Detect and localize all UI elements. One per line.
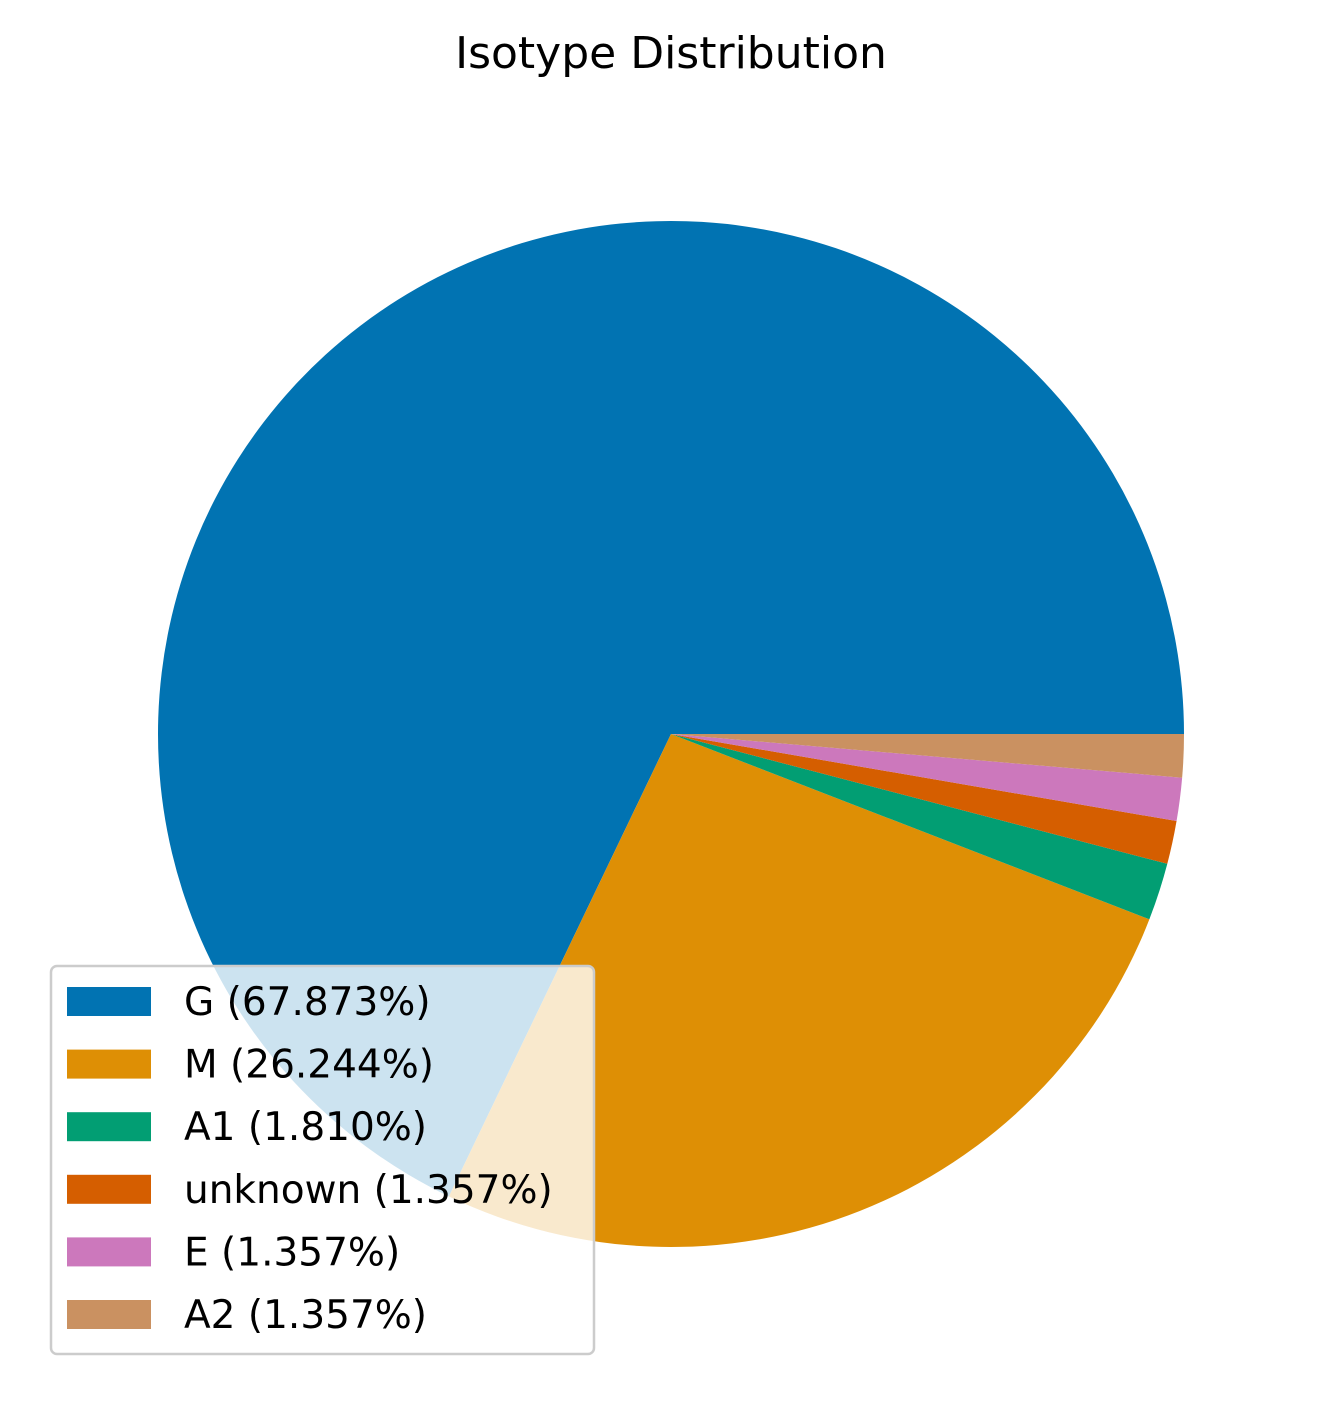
legend: G (67.873%) M (26.244%) A1 (1.810%) unknown…	[49, 964, 596, 1356]
legend-label-unknown: unknown (1.357%)	[184, 1168, 553, 1213]
legend-swatch-e	[67, 1237, 151, 1267]
legend-label-a2: A2 (1.357%)	[184, 1293, 427, 1338]
legend-label-e: E (1.357%)	[184, 1230, 400, 1275]
legend-swatch-a1	[67, 1112, 151, 1142]
legend-box	[49, 964, 596, 1356]
legend-swatch-g	[67, 987, 151, 1016]
pie-slice-a2	[671, 734, 1184, 778]
legend-label-a1: A1 (1.810%)	[184, 1105, 427, 1150]
pie-slices	[157, 221, 1184, 1247]
pie-slice-m	[448, 734, 1150, 1247]
pie-slice-unknown	[671, 734, 1177, 864]
legend-swatch-unknown	[67, 1174, 151, 1204]
pie-slice-g	[157, 221, 1184, 1197]
legend-label-g: G (67.873%)	[184, 980, 431, 1025]
legend-swatch-m	[67, 1049, 151, 1079]
legend-label-m: M (26.244%)	[184, 1043, 434, 1088]
pie-slice-e	[671, 734, 1183, 822]
chart-title: Isotype Distribution	[455, 28, 887, 79]
pie-slice-a1	[671, 734, 1168, 920]
legend-swatch-a2	[67, 1300, 151, 1329]
